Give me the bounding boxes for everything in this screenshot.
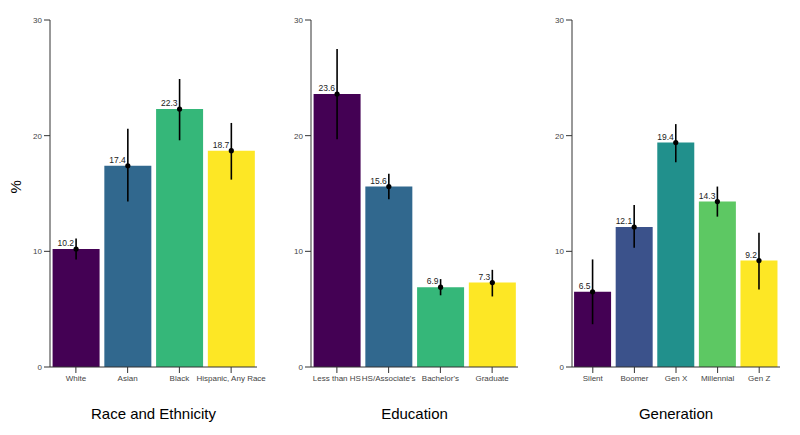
svg-text:18.7: 18.7 xyxy=(213,140,230,150)
svg-text:Black: Black xyxy=(170,374,191,383)
svg-text:Boomer: Boomer xyxy=(620,374,648,383)
svg-text:20: 20 xyxy=(555,132,564,141)
svg-text:6.5: 6.5 xyxy=(579,281,591,291)
svg-text:12.1: 12.1 xyxy=(616,216,633,226)
svg-text:23.6: 23.6 xyxy=(319,83,336,93)
svg-text:30: 30 xyxy=(294,16,303,25)
svg-text:30: 30 xyxy=(555,16,564,25)
svg-text:Gen Z: Gen Z xyxy=(748,374,770,383)
svg-text:Less than HS: Less than HS xyxy=(313,374,361,383)
svg-text:19.4: 19.4 xyxy=(657,132,674,142)
svg-text:%: % xyxy=(8,180,24,193)
svg-text:Race and Ethnicity: Race and Ethnicity xyxy=(91,405,217,422)
svg-text:White: White xyxy=(66,374,87,383)
svg-text:22.3: 22.3 xyxy=(161,98,178,108)
svg-text:9.2: 9.2 xyxy=(745,250,757,260)
svg-text:0: 0 xyxy=(299,363,304,372)
svg-text:0: 0 xyxy=(560,363,565,372)
svg-text:10: 10 xyxy=(294,247,303,256)
svg-text:Bachelor's: Bachelor's xyxy=(422,374,459,383)
svg-text:Education: Education xyxy=(381,405,448,422)
svg-text:30: 30 xyxy=(33,16,42,25)
svg-text:Silent: Silent xyxy=(583,374,604,383)
svg-text:HS/Associate's: HS/Associate's xyxy=(362,374,416,383)
svg-text:7.3: 7.3 xyxy=(479,272,491,282)
svg-text:6.9: 6.9 xyxy=(427,276,439,286)
svg-text:10: 10 xyxy=(33,247,42,256)
svg-text:Gen X: Gen X xyxy=(665,374,688,383)
svg-text:Hispanic, Any Race: Hispanic, Any Race xyxy=(196,374,266,383)
svg-text:15.6: 15.6 xyxy=(370,176,387,186)
svg-text:10: 10 xyxy=(555,247,564,256)
svg-text:20: 20 xyxy=(33,132,42,141)
svg-text:Generation: Generation xyxy=(639,405,713,422)
svg-text:0: 0 xyxy=(38,363,43,372)
svg-text:Millennial: Millennial xyxy=(701,374,735,383)
svg-text:Graduate: Graduate xyxy=(475,374,509,383)
svg-text:14.3: 14.3 xyxy=(699,191,716,201)
svg-text:Asian: Asian xyxy=(118,374,138,383)
svg-text:20: 20 xyxy=(294,132,303,141)
svg-text:10.2: 10.2 xyxy=(58,238,75,248)
svg-text:17.4: 17.4 xyxy=(109,155,126,165)
